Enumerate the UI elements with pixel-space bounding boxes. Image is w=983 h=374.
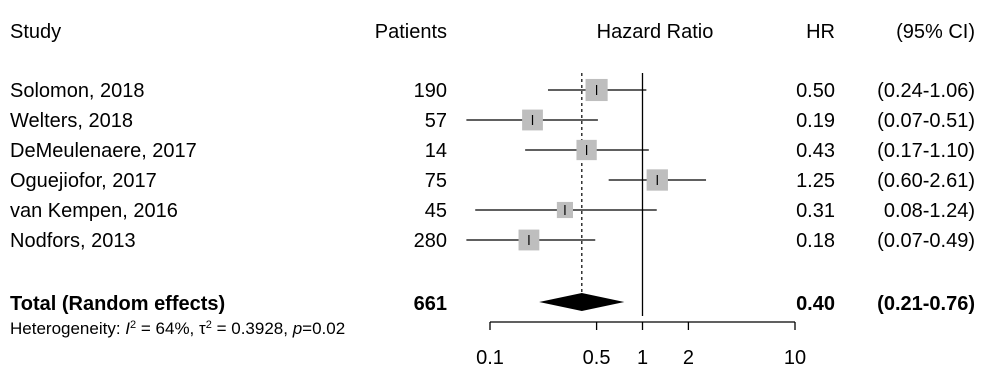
header-study: Study [10, 21, 61, 43]
study-name: Solomon, 2018 [10, 80, 145, 102]
study-hr: 0.50 [796, 80, 835, 102]
study-ci: (0.17-1.10) [877, 140, 975, 162]
tau-symbol: τ [199, 319, 206, 338]
header-patients: Patients [375, 21, 447, 43]
study-rows: Solomon, 2018 190 0.50 (0.24-1.06) Welters, … [10, 78, 975, 252]
study-patients: 75 [425, 170, 447, 192]
study-ci: (0.07-0.51) [877, 110, 975, 132]
study-name: Nodfors, 2013 [10, 230, 136, 252]
study-hr: 1.25 [796, 170, 835, 192]
study-name: van Kempen, 2016 [10, 200, 178, 222]
study-patients: 57 [425, 110, 447, 132]
study-hr: 0.19 [796, 110, 835, 132]
study-name: Welters, 2018 [10, 110, 133, 132]
study-row: Oguejiofor, 2017 75 1.25 (0.60-2.61) [10, 169, 975, 192]
study-row: Solomon, 2018 190 0.50 (0.24-1.06) [10, 78, 975, 102]
study-patients: 14 [425, 140, 447, 162]
i2-superscript: 2 [130, 319, 136, 331]
study-hr: 0.18 [796, 230, 835, 252]
total-patients: 661 [414, 293, 447, 315]
header-hr: HR [806, 21, 835, 43]
i2-value: = 64%, [136, 319, 199, 338]
axis-tick-label: 10 [784, 347, 806, 369]
study-ci: (0.07-0.49) [877, 230, 975, 252]
study-ci: 0.08-1.24) [884, 200, 975, 222]
study-ci: (0.60-2.61) [877, 170, 975, 192]
p-symbol: p [292, 319, 302, 338]
study-row: Nodfors, 2013 280 0.18 (0.07-0.49) [10, 229, 975, 252]
axis-tick-label: 0.5 [583, 347, 611, 369]
total-diamond [539, 293, 625, 311]
study-name: Oguejiofor, 2017 [10, 170, 157, 192]
axis-tick-label: 0.1 [476, 347, 504, 369]
x-axis: 0.1 0.5 1 2 10 [476, 321, 806, 369]
tau-value: = 0.3928, [212, 319, 293, 338]
header-ci: (95% CI) [896, 21, 975, 43]
study-patients: 280 [414, 230, 447, 252]
axis-tick-label: 1 [637, 347, 648, 369]
study-hr: 0.43 [796, 140, 835, 162]
study-patients: 45 [425, 200, 447, 222]
heterogeneity-prefix: Heterogeneity: [10, 319, 125, 338]
study-row: Welters, 2018 57 0.19 (0.07-0.51) [10, 109, 975, 132]
study-row: van Kempen, 2016 45 0.31 0.08-1.24) [10, 200, 975, 222]
study-ci: (0.24-1.06) [877, 80, 975, 102]
total-hr: 0.40 [796, 293, 835, 315]
header-hazard-ratio: Hazard Ratio [597, 21, 714, 43]
heterogeneity-text: Heterogeneity: I2 = 64%, τ2 = 0.3928, p=… [10, 319, 345, 338]
study-patients: 190 [414, 80, 447, 102]
tau-superscript: 2 [206, 319, 212, 331]
study-name: DeMeulenaere, 2017 [10, 140, 197, 162]
axis-tick-label: 2 [683, 347, 694, 369]
p-value: =0.02 [302, 319, 345, 338]
study-hr: 0.31 [796, 200, 835, 222]
total-ci: (0.21-0.76) [877, 293, 975, 315]
study-row: DeMeulenaere, 2017 14 0.43 (0.17-1.10) [10, 139, 975, 162]
i2-symbol: I [125, 319, 130, 338]
total-label: Total (Random effects) [10, 293, 225, 315]
